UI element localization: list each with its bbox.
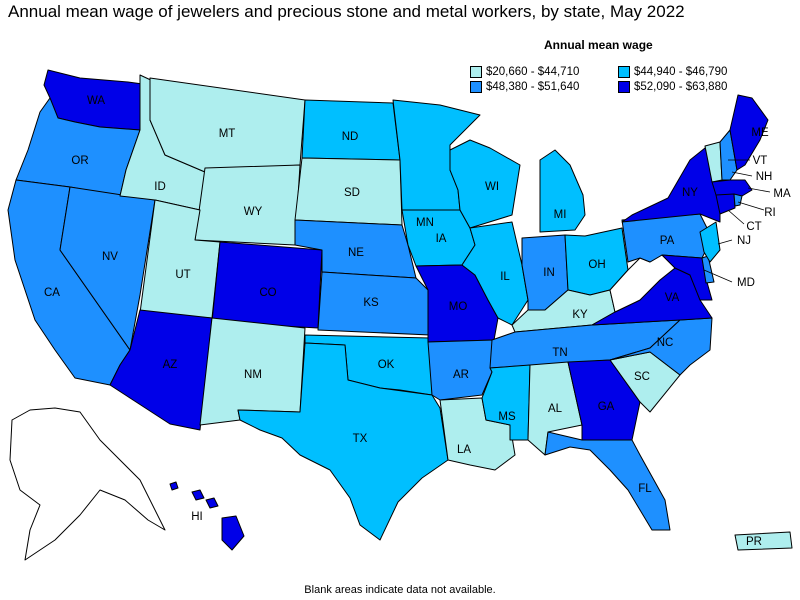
label-nm: NM (244, 369, 262, 381)
label-ne: NE (348, 247, 364, 259)
state-ak[interactable] (9, 407, 166, 561)
label-ct: CT (746, 221, 761, 233)
label-ma: MA (773, 188, 791, 200)
label-tx: TX (353, 433, 368, 445)
label-ga: GA (598, 401, 615, 413)
label-mt: MT (219, 128, 236, 140)
legend-item-3: $48,380 - $51,640 (470, 81, 579, 93)
label-id: ID (154, 181, 166, 193)
label-nj: NJ (737, 235, 751, 247)
label-or: OR (71, 155, 88, 167)
state-mi[interactable] (539, 149, 586, 233)
label-in: IN (543, 267, 555, 279)
footnote: Blank areas indicate data not available. (304, 584, 496, 596)
state-pr[interactable] (734, 531, 793, 551)
state-wi[interactable] (449, 139, 521, 229)
label-mo: MO (449, 301, 468, 313)
label-sc: SC (634, 371, 650, 383)
state-ct[interactable] (715, 193, 736, 215)
label-wa: WA (87, 95, 105, 107)
label-mi: MI (554, 209, 567, 221)
label-wy: WY (244, 206, 263, 218)
label-ky: KY (572, 309, 588, 321)
label-co: CO (259, 287, 276, 299)
legend-label-2: $44,940 - $46,790 (634, 66, 728, 78)
state-nh[interactable] (719, 129, 738, 181)
label-ca: CA (44, 287, 60, 299)
state-ma[interactable] (711, 179, 753, 197)
state-ny[interactable] (621, 147, 721, 223)
label-il: IL (500, 271, 510, 283)
state-il[interactable] (461, 221, 529, 326)
label-ut: UT (175, 269, 190, 281)
label-pa: PA (660, 235, 675, 247)
label-nd: ND (342, 131, 359, 143)
label-ms: MS (498, 411, 516, 423)
label-ar: AR (453, 369, 469, 381)
legend-label-1: $20,660 - $44,710 (486, 66, 580, 78)
label-nv: NV (102, 251, 118, 263)
label-ny: NY (682, 187, 698, 199)
label-al: AL (548, 403, 563, 415)
legend-swatch-1 (470, 66, 482, 78)
legend-item-2: $44,940 - $46,790 (618, 66, 727, 78)
label-fl: FL (638, 483, 652, 495)
label-az: AZ (163, 359, 178, 371)
label-hi: HI (191, 511, 203, 523)
label-pr: PR (746, 536, 762, 548)
label-oh: OH (588, 259, 605, 271)
label-vt: VT (753, 155, 768, 167)
state-nj[interactable] (699, 221, 721, 263)
label-sd: SD (344, 187, 360, 199)
label-nh: NH (756, 171, 773, 183)
state-co[interactable] (211, 241, 323, 329)
label-md: MD (737, 277, 755, 289)
state-nd[interactable] (301, 99, 401, 161)
label-nc: NC (657, 337, 674, 349)
legend-item-1: $20,660 - $44,710 (470, 66, 579, 78)
state-me[interactable] (729, 94, 769, 171)
label-tn: TN (552, 347, 567, 359)
legend-swatch-4 (618, 81, 630, 93)
label-ks: KS (363, 297, 379, 309)
map-title: Annual mean wage of jewelers and preciou… (8, 2, 685, 21)
state-de[interactable] (701, 255, 715, 284)
state-hi[interactable] (169, 481, 245, 551)
state-fl[interactable] (544, 431, 671, 531)
legend-label-4: $52,090 - $63,880 (634, 81, 728, 93)
label-la: LA (457, 444, 471, 456)
state-nc[interactable] (609, 317, 713, 376)
label-me: ME (751, 127, 769, 139)
legend-item-4: $52,090 - $63,880 (618, 81, 727, 93)
label-ri: RI (764, 207, 776, 219)
label-va: VA (665, 292, 680, 304)
label-ok: OK (378, 359, 395, 371)
legend-swatch-2 (618, 66, 630, 78)
state-ri[interactable] (733, 193, 743, 207)
label-mn: MN (416, 217, 434, 229)
label-ia: IA (436, 233, 447, 245)
state-wy[interactable] (194, 164, 301, 246)
state-tx[interactable] (237, 342, 449, 541)
legend-swatch-3 (470, 81, 482, 93)
state-mt[interactable] (149, 77, 306, 173)
legend-label-3: $48,380 - $51,640 (486, 81, 580, 93)
label-wi: WI (485, 181, 499, 193)
legend-heading: Annual mean wage (544, 38, 653, 52)
